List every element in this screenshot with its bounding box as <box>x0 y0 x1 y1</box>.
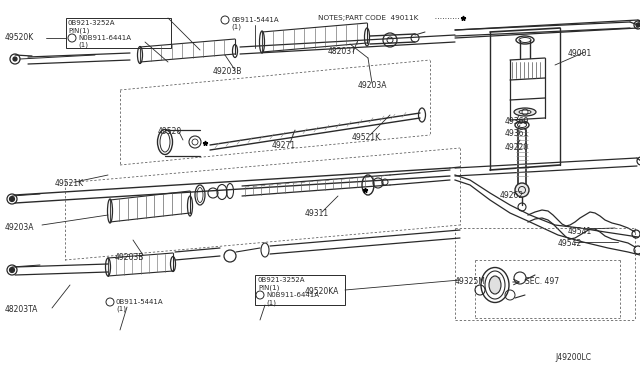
Text: 49542: 49542 <box>558 240 582 248</box>
Text: 49203B: 49203B <box>115 253 145 262</box>
Text: PIN(1): PIN(1) <box>68 28 90 34</box>
Text: 0B921-3252A: 0B921-3252A <box>258 277 305 283</box>
Text: 0B911-5441A: 0B911-5441A <box>116 299 164 305</box>
Text: (1): (1) <box>231 24 241 30</box>
Text: 49521K: 49521K <box>352 132 381 141</box>
Text: (1): (1) <box>266 300 276 306</box>
Text: PIN(1): PIN(1) <box>258 285 280 291</box>
Text: 49203A: 49203A <box>358 81 387 90</box>
Ellipse shape <box>514 108 536 116</box>
Text: 48203TA: 48203TA <box>5 305 38 314</box>
Circle shape <box>13 57 17 61</box>
Text: SEC. 497: SEC. 497 <box>525 278 559 286</box>
Circle shape <box>515 183 529 197</box>
Circle shape <box>636 23 640 27</box>
Circle shape <box>10 196 15 202</box>
Text: NOTES;PART CODE  49011K: NOTES;PART CODE 49011K <box>318 15 419 21</box>
Text: 49001: 49001 <box>568 48 592 58</box>
Text: 49369: 49369 <box>505 118 529 126</box>
Text: 0B921-3252A: 0B921-3252A <box>68 20 115 26</box>
Text: 49271: 49271 <box>272 141 296 150</box>
Text: 49361: 49361 <box>505 128 529 138</box>
Text: 0B911-5441A: 0B911-5441A <box>231 17 278 23</box>
Text: 49311: 49311 <box>305 208 329 218</box>
Circle shape <box>10 267 15 273</box>
Text: 49325M: 49325M <box>455 278 486 286</box>
Text: N0B911-6441A: N0B911-6441A <box>266 292 319 298</box>
Text: 49520KA: 49520KA <box>305 288 339 296</box>
Ellipse shape <box>519 110 531 114</box>
Bar <box>255 275 345 305</box>
Text: N0B911-6441A: N0B911-6441A <box>78 35 131 41</box>
Text: 49262: 49262 <box>500 192 524 201</box>
Ellipse shape <box>489 276 501 294</box>
Text: 49520K: 49520K <box>5 33 35 42</box>
Text: J49200LC: J49200LC <box>555 353 591 362</box>
Text: 49203B: 49203B <box>213 67 243 77</box>
Bar <box>66 18 171 48</box>
Text: 49520: 49520 <box>158 128 182 137</box>
Text: 49541: 49541 <box>568 227 592 235</box>
Text: (1): (1) <box>116 306 126 312</box>
Text: 49220: 49220 <box>505 142 529 151</box>
Text: 48203T: 48203T <box>328 48 356 57</box>
Text: 49203A: 49203A <box>5 224 35 232</box>
Text: (1): (1) <box>78 42 88 48</box>
Text: 49521K: 49521K <box>55 179 84 187</box>
